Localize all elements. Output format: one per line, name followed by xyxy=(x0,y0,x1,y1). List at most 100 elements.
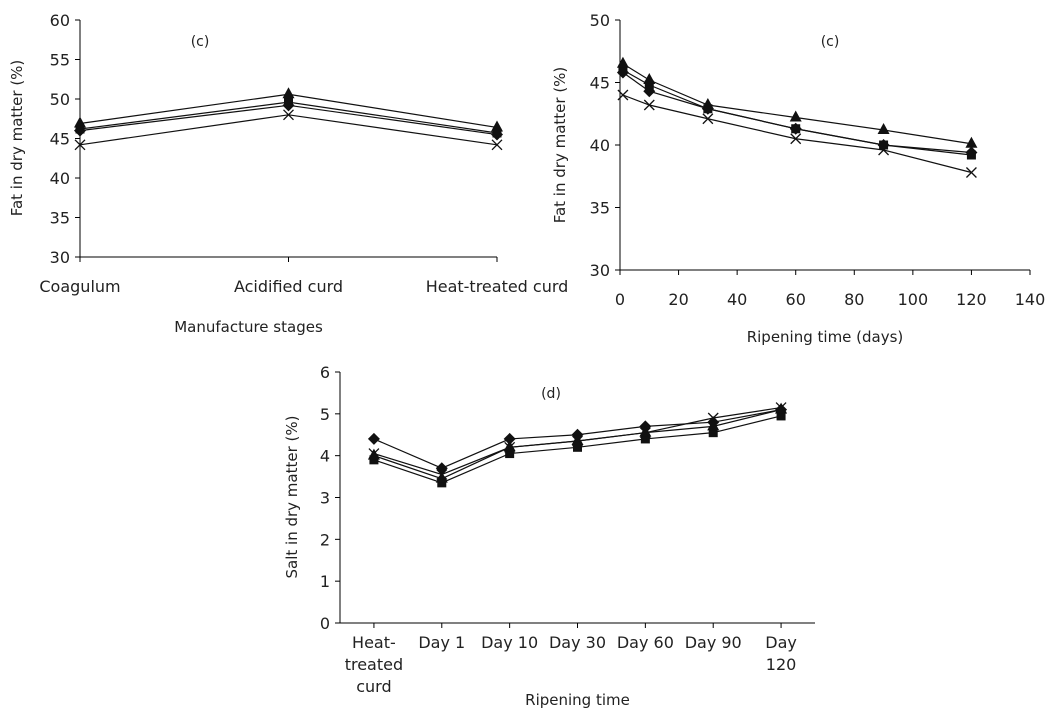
chart-fat-ripening: 30 35 40 45 50 0 20 40 60 80 100 120 140 Ripening tim… xyxy=(551,11,1045,346)
y-axis-title: Fat in dry matter (%) xyxy=(8,60,26,217)
panel-label: (d) xyxy=(541,386,561,402)
x-tick-label: Day 30 xyxy=(549,633,606,652)
data-point-x xyxy=(643,99,655,111)
data-point-square xyxy=(618,65,628,75)
x-tick-label: 60 xyxy=(786,290,806,309)
data-point-triangle xyxy=(571,434,584,446)
data-point-triangle xyxy=(616,56,629,68)
y-tick-label: 0 xyxy=(320,614,330,633)
x-tick-label: Day xyxy=(765,633,797,652)
data-point-square xyxy=(879,140,889,150)
x-tick-label: Heat-treated curd xyxy=(426,277,569,296)
data-point-diamond xyxy=(367,432,380,445)
data-point-x xyxy=(436,469,448,480)
y-axis-title: Salt in dry matter (%) xyxy=(283,416,301,579)
panel-label: (c) xyxy=(821,34,840,50)
data-point-square xyxy=(369,455,379,465)
data-point-square xyxy=(284,97,293,107)
data-point-x xyxy=(639,427,651,439)
x-tick-label: 0 xyxy=(615,290,625,309)
data-point-square xyxy=(492,128,502,138)
y-tick-label: 6 xyxy=(320,363,330,382)
data-point-square xyxy=(644,80,654,90)
x-tick-label: treated xyxy=(345,655,403,674)
x-tick-label: Day 90 xyxy=(685,633,742,652)
data-point-x xyxy=(878,144,890,156)
y-tick-label: 30 xyxy=(590,261,610,280)
y-axis-title: Fat in dry matter (%) xyxy=(551,67,569,224)
data-point-x xyxy=(504,441,516,453)
series-line-x xyxy=(79,114,498,146)
data-point-triangle xyxy=(643,73,656,84)
data-point-square xyxy=(505,449,515,459)
data-point-triangle xyxy=(965,136,978,148)
chart-salt-ripening: 0 1 2 3 4 5 6 Heat-treated curd Day 1 Day 10 Day 30… xyxy=(283,363,815,709)
x-axis-title: Manufacture stages xyxy=(174,318,323,336)
y-tick-label: 45 xyxy=(590,74,610,93)
x-tick-label: Day 1 xyxy=(418,633,465,652)
data-point-square xyxy=(573,442,582,452)
y-tick-label: 45 xyxy=(50,130,70,149)
x-tick-label: Coagulum xyxy=(39,277,120,296)
x-axis-title: Ripening time xyxy=(525,691,630,709)
x-tick-label: Day 10 xyxy=(481,633,538,652)
data-point-x xyxy=(617,89,629,101)
x-tick-label: Acidified curd xyxy=(234,277,343,296)
data-point-triangle xyxy=(789,110,802,122)
data-point-x xyxy=(790,133,802,145)
y-tick-label: 50 xyxy=(590,11,610,30)
data-point-square xyxy=(437,478,447,488)
y-tick-label: 2 xyxy=(320,530,330,549)
data-point-triangle xyxy=(282,87,295,99)
x-tick-label: 20 xyxy=(668,290,688,309)
data-point-triangle xyxy=(503,440,516,452)
x-tick-label: 120 xyxy=(956,290,987,309)
data-point-square xyxy=(791,124,801,134)
x-tick-label: 120 xyxy=(766,655,797,674)
data-point-diamond xyxy=(503,432,516,445)
chart-fat-manufacture: 30 35 40 45 50 55 60 Coagulum Acidified curd Heat… xyxy=(8,11,568,336)
y-tick-label: 5 xyxy=(320,405,330,424)
y-tick-label: 30 xyxy=(50,248,70,267)
data-point-x xyxy=(572,435,583,447)
data-point-x xyxy=(491,139,503,151)
x-tick-label: Day 60 xyxy=(617,633,674,652)
y-tick-label: 4 xyxy=(320,447,330,466)
x-tick-label: curd xyxy=(356,677,391,696)
data-point-x xyxy=(775,402,787,414)
x-axis-title: Ripening time (days) xyxy=(747,328,904,346)
data-point-triangle xyxy=(701,98,714,109)
data-point-triangle xyxy=(639,425,652,437)
y-tick-label: 60 xyxy=(50,11,70,30)
series-line-triangle xyxy=(622,63,972,145)
data-point-square xyxy=(75,124,85,134)
data-point-x xyxy=(368,448,380,460)
data-point-x xyxy=(702,113,714,125)
x-tick-label: 80 xyxy=(844,290,864,309)
y-tick-label: 40 xyxy=(590,136,610,155)
x-tick-label: 140 xyxy=(1015,290,1046,309)
data-point-triangle xyxy=(877,123,890,134)
series-line-x xyxy=(622,94,972,174)
data-point-x xyxy=(283,109,294,121)
y-tick-label: 35 xyxy=(590,199,610,218)
data-point-triangle xyxy=(74,116,86,128)
data-point-x xyxy=(707,412,719,424)
data-point-square xyxy=(708,428,718,438)
data-point-square xyxy=(966,150,976,160)
series-line-square xyxy=(622,69,972,156)
y-tick-label: 3 xyxy=(320,489,330,508)
data-point-triangle xyxy=(491,120,503,132)
y-tick-label: 35 xyxy=(50,209,70,228)
y-tick-label: 40 xyxy=(50,169,70,188)
data-point-square xyxy=(776,411,786,421)
y-tick-label: 50 xyxy=(50,90,70,109)
data-point-x xyxy=(74,139,86,151)
x-tick-label: Heat- xyxy=(352,633,396,652)
data-point-triangle xyxy=(707,419,720,431)
y-tick-label: 1 xyxy=(320,572,330,591)
data-point-triangle xyxy=(435,471,448,483)
data-point-square xyxy=(640,434,650,444)
panel-label: (c) xyxy=(191,34,210,50)
x-tick-label: 40 xyxy=(727,290,747,309)
